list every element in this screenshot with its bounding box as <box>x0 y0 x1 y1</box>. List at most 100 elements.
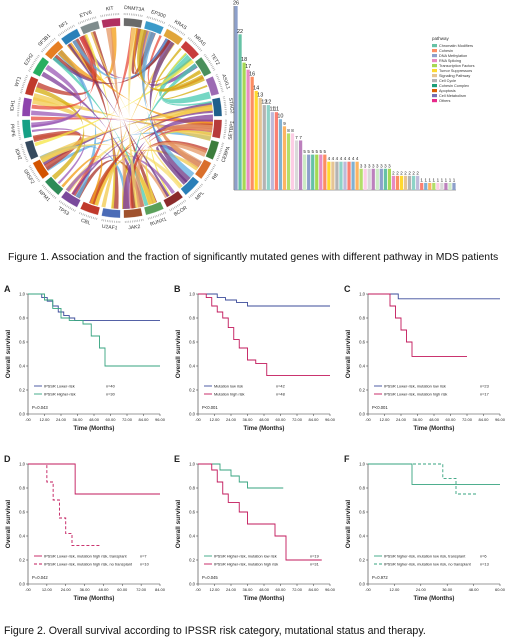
km-survival-curve <box>368 293 500 300</box>
km-x-tick-label: 12.00 <box>209 417 220 422</box>
km-x-tick-label: .00 <box>365 587 371 592</box>
km-x-tick-label: 84.00 <box>478 417 489 422</box>
bar <box>286 133 291 190</box>
km-y-label: Overall survival <box>175 330 182 379</box>
circos-segment <box>101 207 121 219</box>
km-x-tick-label: 48.00 <box>469 587 480 592</box>
circos-chord <box>135 141 207 208</box>
km-y-tick-label: 0.4 <box>19 534 25 539</box>
circos-gene-label: IDH1 <box>9 100 16 112</box>
circos-gene-label: NRAS <box>193 33 208 48</box>
bar-value-label: 5 <box>307 149 310 154</box>
km-panel-c: C 1.0 0.8 0.6 0.4 0.2 0.0.00 12.00 24.00 36.00 48.… <box>344 284 506 432</box>
bar <box>298 140 303 190</box>
km-x-tick-label: 36.00 <box>412 417 423 422</box>
bar-value-label: 2 <box>412 170 415 175</box>
km-x-tick-label: 72.00 <box>122 417 133 422</box>
km-x-tick-label: 24.00 <box>61 587 72 592</box>
km-x-tick-label: 48.00 <box>259 587 270 592</box>
bar <box>399 175 404 190</box>
bar-value-label: 17 <box>245 64 251 70</box>
circos-chord <box>61 155 103 205</box>
km-survival-curve <box>198 463 322 561</box>
bar <box>343 161 347 190</box>
bar-value-label: 4 <box>340 156 343 161</box>
bar-legend-label: Signaling Pathway <box>439 74 470 78</box>
circos-tick-ring <box>168 24 187 37</box>
circos-gene-label: KRAS <box>173 19 188 32</box>
km-panel-a: A 1.0 0.8 0.6 0.4 0.2 0.0.00 12.00 24.00 36.00 48.… <box>4 284 166 432</box>
km-x-tick-label: 24.00 <box>396 417 407 422</box>
bar-value-label: 2 <box>400 170 403 175</box>
km-survival-curve <box>28 293 160 367</box>
bar-value-label: 1 <box>424 177 427 182</box>
km-legend-n: n=7 <box>140 554 147 559</box>
km-x-tick-label: 12.00 <box>39 417 50 422</box>
bar <box>254 90 258 190</box>
circos-tick-ring <box>123 218 144 223</box>
circos-gene-label: JAK2 <box>128 224 141 230</box>
circos-gene-label: EP300 <box>150 9 166 20</box>
bar <box>452 182 456 190</box>
km-y-label: Overall survival <box>345 330 352 379</box>
km-legend-label: Mutation low risk <box>214 384 243 389</box>
bar <box>359 168 363 190</box>
bar-value-label: 4 <box>328 156 331 161</box>
km-x-tick-label: 96.00 <box>495 417 506 422</box>
bar-value-label: 3 <box>388 163 391 168</box>
km-legend-label: Mutation high risk <box>214 392 245 397</box>
km-panel-e: E 1.0 0.8 0.6 0.4 0.2 0.0.00 12.00 24.00 36.00 48.… <box>174 454 336 602</box>
bar-value-label: 1 <box>429 177 432 182</box>
circos-chord <box>155 47 202 91</box>
bar-value-label: 4 <box>336 156 339 161</box>
circos-gene-label: CBL <box>80 218 91 227</box>
circos-chord <box>36 34 97 96</box>
bar <box>371 168 375 190</box>
circos-segment <box>123 17 143 29</box>
km-y-tick-label: 0.8 <box>359 486 365 491</box>
bar-value-label: 4 <box>352 156 355 161</box>
km-legend-label: IPSSR Higher-risk, mutation low risk <box>214 554 277 559</box>
bar-legend-swatch <box>432 64 437 68</box>
figure-2-caption: Figure 2. Overall survival according to … <box>4 625 426 637</box>
bar <box>407 175 412 190</box>
bar-value-label: 5 <box>311 149 314 154</box>
bar-value-label: 14 <box>253 85 259 91</box>
bar <box>278 119 283 190</box>
km-p-value: P=0.045 <box>202 575 218 580</box>
bar-value-label: 8 <box>291 128 294 133</box>
circos-tick-ring <box>203 53 216 72</box>
bar <box>246 69 250 190</box>
bar <box>303 154 307 190</box>
bar-value-label: 1 <box>441 177 444 182</box>
km-legend-n: n=42 <box>276 384 285 389</box>
bar <box>339 161 343 190</box>
circos-chord <box>31 110 213 136</box>
circos-gene-label: MPL <box>194 190 206 202</box>
km-y-tick-label: 0.0 <box>19 582 25 587</box>
km-x-tick-label: 60.00 <box>445 417 456 422</box>
km-survival-curve <box>198 293 330 307</box>
km-panel-letter: B <box>174 284 181 294</box>
circos-segment <box>21 97 33 117</box>
circos-chord <box>105 27 130 209</box>
circos-chord <box>145 130 212 204</box>
circos-segment <box>205 139 220 161</box>
bar <box>258 98 262 190</box>
circos-chord <box>141 31 195 179</box>
km-x-tick-label: .00 <box>195 417 201 422</box>
circos-gene-label: ASXL1 <box>220 73 231 90</box>
bar-value-label: 1 <box>449 177 452 182</box>
circos-tick-ring <box>187 37 203 53</box>
circos-segment <box>79 201 101 216</box>
km-y-tick-label: 0.8 <box>189 316 195 321</box>
bar-value-label: 4 <box>344 156 347 161</box>
bar-value-label: 2 <box>396 170 399 175</box>
km-y-tick-label: 0.6 <box>359 510 365 515</box>
circos-chords <box>31 27 213 209</box>
bar <box>363 168 367 190</box>
bar <box>307 154 311 190</box>
km-y-tick-label: 0.0 <box>19 412 25 417</box>
km-survival-curve <box>198 293 330 377</box>
